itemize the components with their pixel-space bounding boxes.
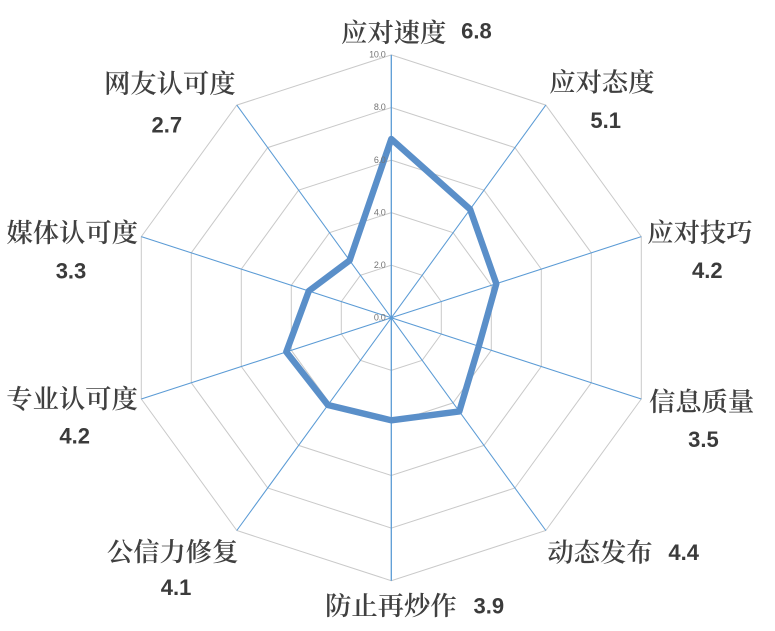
svg-text:3.5: 3.5: [688, 427, 719, 452]
svg-text:5.1: 5.1: [590, 108, 621, 133]
svg-text:10.0: 10.0: [369, 49, 386, 59]
svg-text:6.0: 6.0: [374, 155, 386, 165]
svg-text:2.0: 2.0: [374, 260, 386, 270]
svg-text:4.2: 4.2: [59, 423, 90, 448]
svg-text:0.0: 0.0: [374, 313, 386, 323]
svg-text:8.0: 8.0: [374, 102, 386, 112]
svg-text:6.8: 6.8: [461, 18, 492, 43]
svg-text:3.9: 3.9: [474, 594, 505, 619]
svg-text:3.3: 3.3: [56, 258, 87, 283]
svg-text:4.4: 4.4: [668, 540, 699, 565]
svg-text:4.1: 4.1: [161, 575, 192, 600]
svg-text:2.7: 2.7: [152, 112, 183, 137]
svg-text:4.0: 4.0: [374, 208, 386, 218]
svg-text:4.2: 4.2: [692, 258, 723, 283]
